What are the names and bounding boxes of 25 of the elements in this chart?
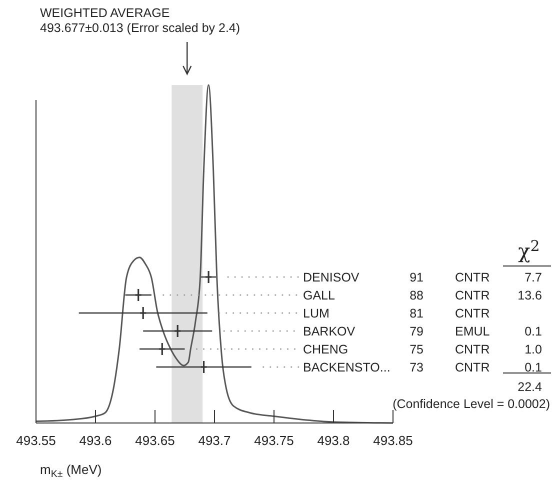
- y-tick-label: DENISOV: [303, 270, 360, 284]
- text: 91 CNTR 7.7: [410, 270, 542, 284]
- text: 22.4: [518, 380, 542, 394]
- x-tick-label: 493.65: [135, 433, 175, 448]
- y-tick-label: BACKENSTO...: [303, 360, 390, 374]
- x-tick-label: 493.85: [373, 433, 413, 448]
- y-tick-label: CHENG: [303, 342, 348, 356]
- y-tick-label: LUM: [303, 306, 330, 320]
- text: χ$^{2}$: [518, 237, 540, 263]
- annotation: (Confidence Level = 0.0002): [392, 397, 550, 411]
- text: 81 CNTR: [410, 306, 490, 320]
- x-axis-title: m$_{K±}$ (MeV): [40, 462, 102, 480]
- text: 88 CNTR 13.6: [410, 288, 542, 302]
- y-tick-label: BARKOV: [303, 324, 356, 338]
- x-tick-label: 493.6: [79, 433, 112, 448]
- text: 75 CNTR 1.0: [410, 342, 542, 356]
- text: 79 EMUL 0.1: [410, 324, 542, 338]
- chart-subtitle: 493.677±0.013 (Error scaled by 2.4): [40, 21, 240, 35]
- x-tick-label: 493.7: [198, 433, 231, 448]
- chart-title: WEIGHTED AVERAGE: [40, 6, 170, 20]
- x-tick-label: 493.8: [317, 433, 350, 448]
- x-tick-label: 493.55: [16, 433, 56, 448]
- text: 73 CNTR 0.1: [410, 360, 542, 374]
- y-tick-label: GALL: [303, 288, 336, 302]
- x-tick-label: 493.75: [254, 433, 294, 448]
